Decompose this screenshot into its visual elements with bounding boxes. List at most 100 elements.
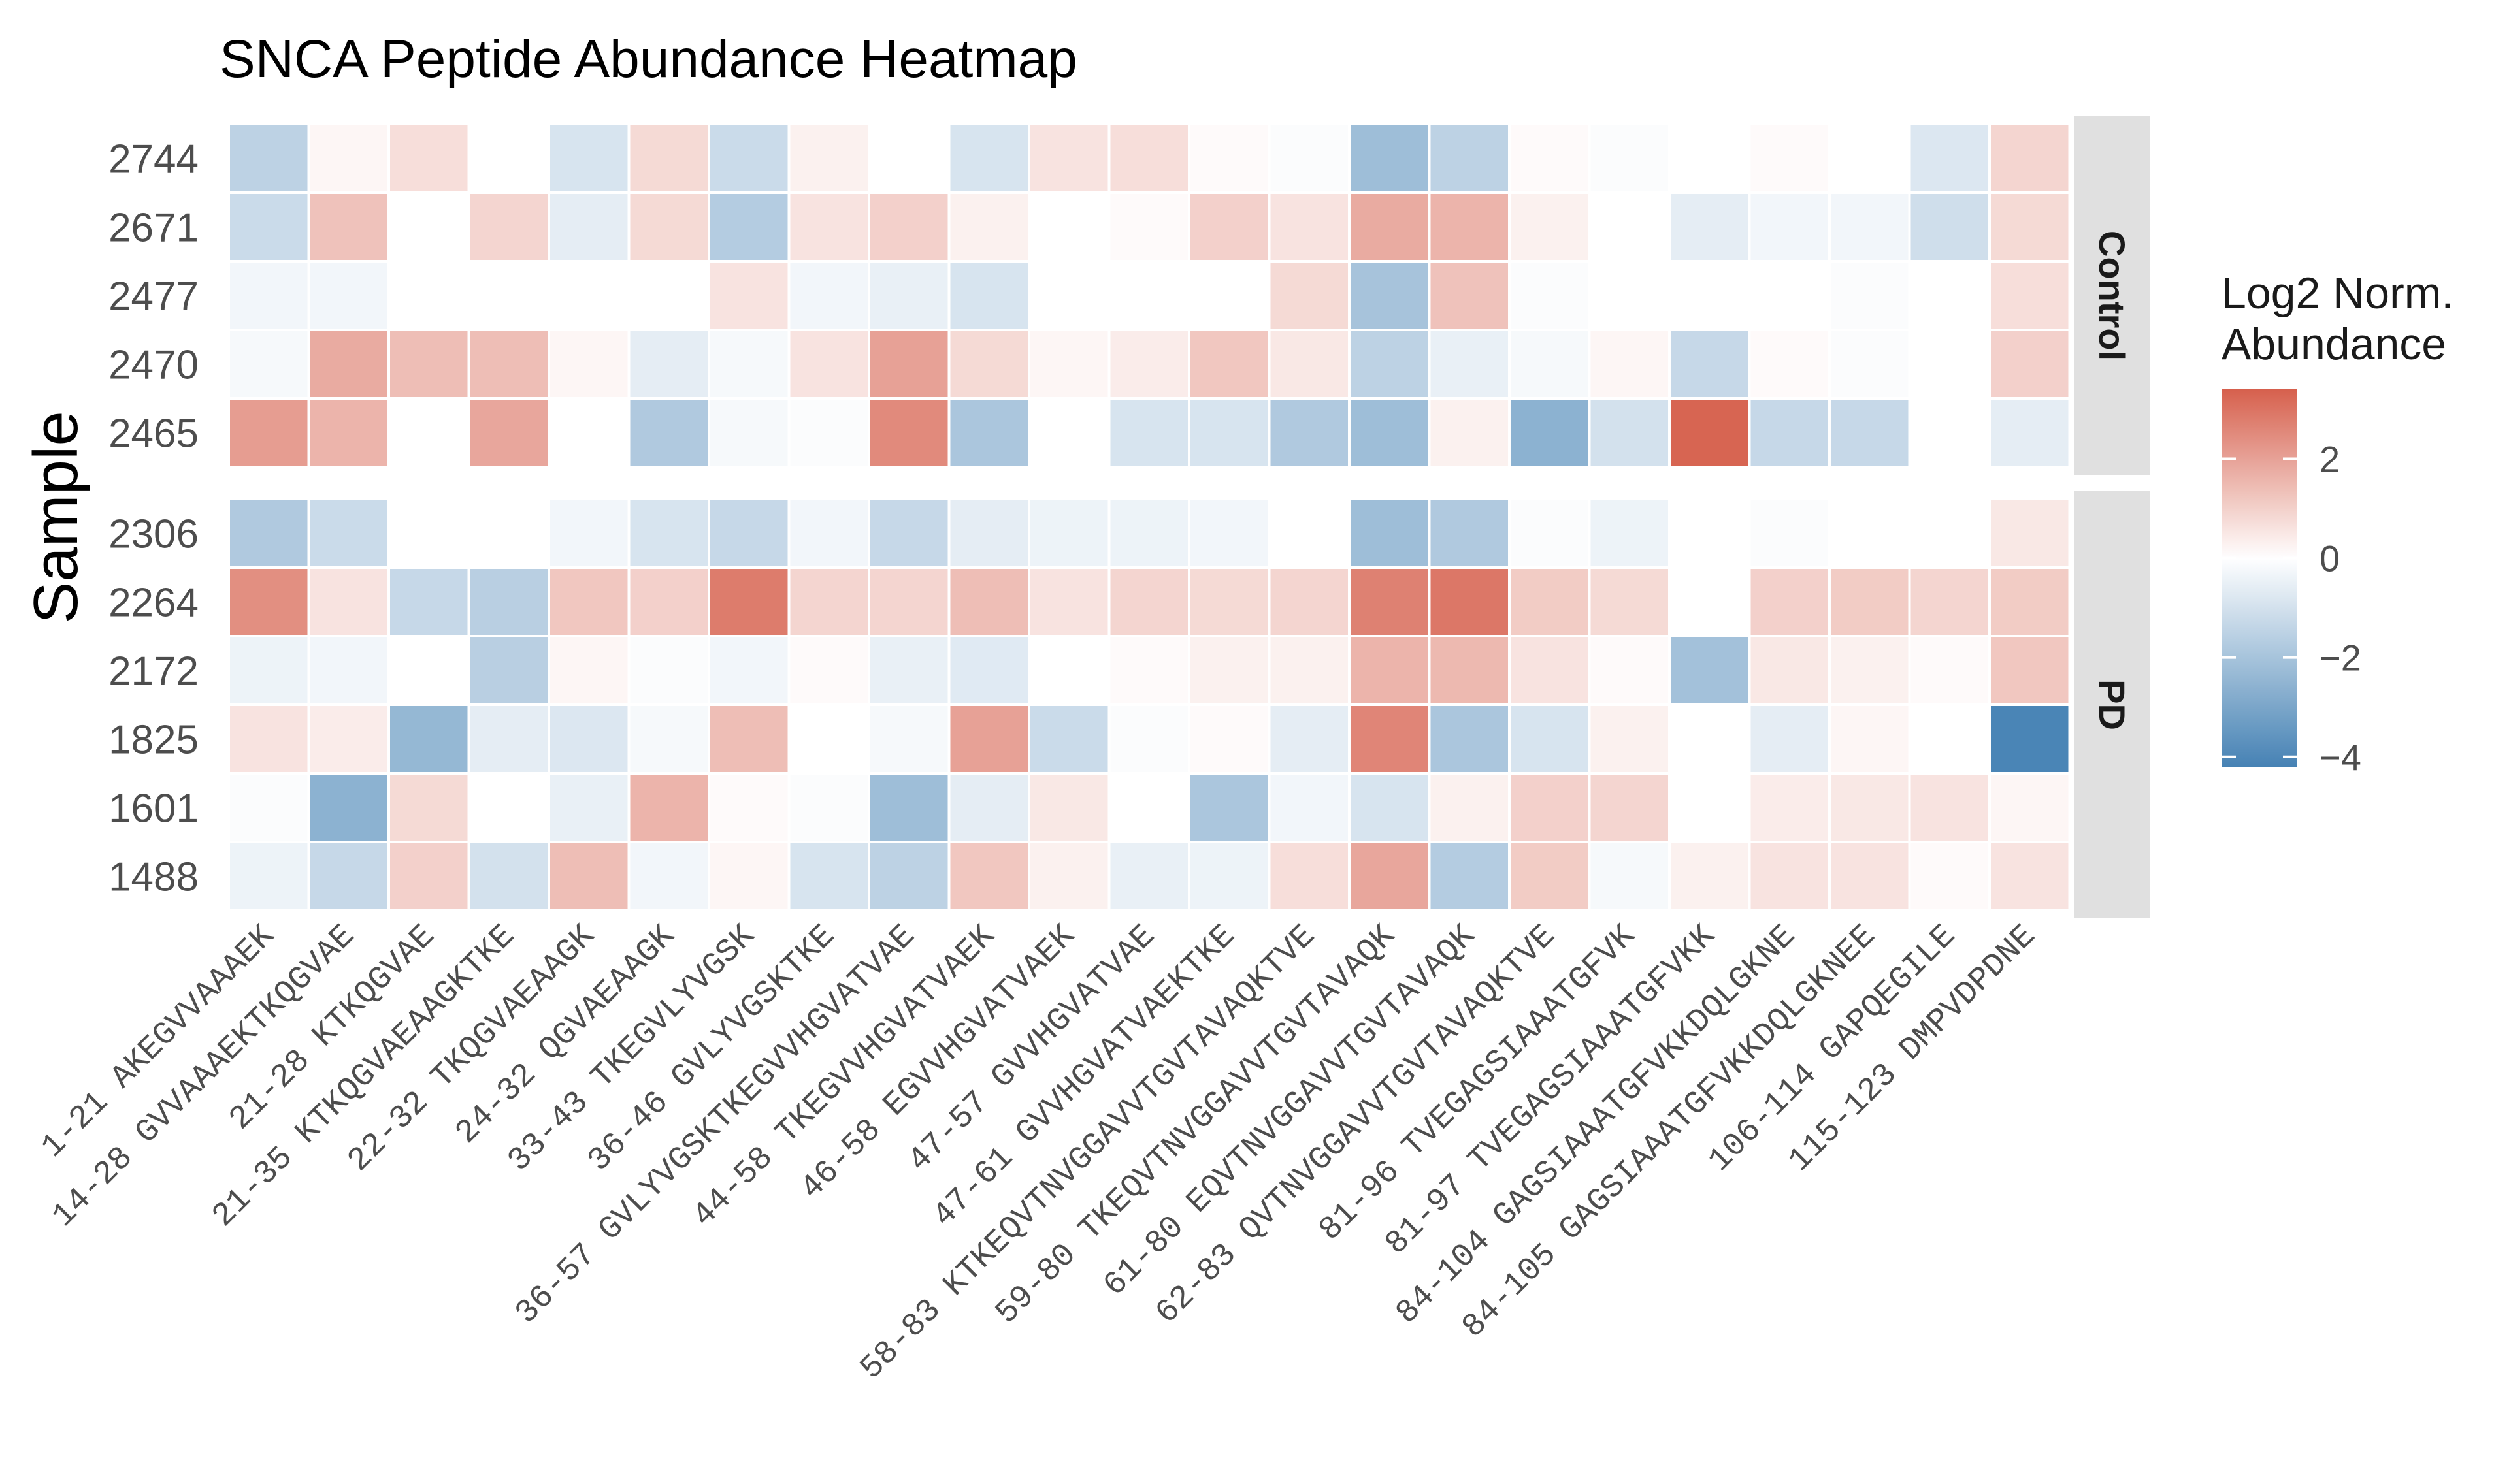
heatmap-cell [1028,772,1111,843]
heatmap-cell [1268,123,1351,194]
heatmap-cell [1828,703,1911,775]
heatmap-cell [868,772,951,843]
heatmap-cell [307,329,390,400]
heatmap-cell [548,397,631,468]
heatmap-cell [1348,703,1431,775]
y-tick-label: 1825 [108,718,199,763]
chart-title: SNCA Peptide Abundance Heatmap [220,29,1077,89]
heatmap-cell [1988,498,2071,569]
legend-tick-label: −4 [2320,737,2361,778]
heatmap-cell [387,498,470,569]
heatmap-cell [1107,397,1190,468]
heatmap-cell [1508,329,1591,400]
heatmap-cell [1988,329,2071,400]
heatmap-cell [1107,498,1190,569]
heatmap-cell [1748,635,1831,706]
heatmap-cell [1428,329,1511,400]
heatmap-cell [1668,772,1751,843]
y-tick-label: 2671 [108,206,199,251]
heatmap-cell [627,703,710,775]
y-axis-label: Sample [21,411,91,624]
heatmap-cell [1188,841,1271,912]
heatmap-cell [1588,329,1671,400]
heatmap-cell [947,566,1030,637]
heatmap-cell [227,260,310,331]
heatmap-cell [868,329,951,400]
heatmap-cell [1428,260,1511,331]
heatmap-cell [787,397,870,468]
heatmap-cell [467,123,550,194]
heatmap-cell [1348,498,1431,569]
panel-pd: 2306 2264 2172 1825 1601 1488 PD [108,491,2150,918]
heatmap-cell [1828,397,1911,468]
heatmap-cell [1188,635,1271,706]
heatmap-cell [868,635,951,706]
heatmap-cell [1188,123,1271,194]
heatmap-cell [1348,191,1431,263]
heatmap-cell [787,772,870,843]
heatmap-cell [467,498,550,569]
heatmap-cell [708,703,791,775]
heatmap-cell [1428,498,1511,569]
heatmap-cell [307,123,390,194]
heatmap-cell [1908,329,1991,400]
heatmap-cell [1348,635,1431,706]
heatmap-cell [1748,772,1831,843]
heatmap-cell [387,703,470,775]
heatmap-cell [227,772,310,843]
heatmap-cell [387,260,470,331]
heatmap-cell [1748,397,1831,468]
heatmap-cell [548,329,631,400]
legend: Log2 Norm. Abundance 2 0 −2 −4 [2222,268,2453,778]
heatmap-cell [947,191,1030,263]
heatmap-cell [787,123,870,194]
heatmap-cell [947,772,1030,843]
heatmap-cell [1268,397,1351,468]
heatmap-cell [1028,260,1111,331]
heatmap-cell [227,566,310,637]
heatmap-cell [947,260,1030,331]
heatmap-cell [1028,191,1111,263]
heatmap-cell [1428,772,1511,843]
heatmap-cell [1268,772,1351,843]
heatmap-cell [708,635,791,706]
heatmap-cell [1268,841,1351,912]
y-tick-label: 1601 [108,786,199,831]
heatmap-cell [1668,260,1751,331]
heatmap-cell [1508,772,1591,843]
heatmap-cell [1908,635,1991,706]
heatmap-cell [1268,635,1351,706]
heatmap-cell [787,635,870,706]
legend-title-line1: Log2 Norm. [2222,268,2453,318]
heatmap-cell [1508,260,1591,331]
heatmap-cell [467,397,550,468]
heatmap-cell [1428,123,1511,194]
heatmap-cell [708,498,791,569]
heatmap-cell [1908,703,1991,775]
heatmap-cell [787,191,870,263]
heatmap-cell [1668,397,1751,468]
heatmap-cell [307,635,390,706]
heatmap-cell [1348,123,1431,194]
heatmap-cell [787,566,870,637]
heatmap-cell [548,191,631,263]
heatmap-cell [708,397,791,468]
heatmap-cell [947,397,1030,468]
y-tick-label: 1488 [108,855,199,900]
heatmap-cell [627,191,710,263]
heatmap-cell [1988,841,2071,912]
heatmap-cell [1588,191,1671,263]
heatmap-cell [627,772,710,843]
heatmap-cell [1348,772,1431,843]
heatmap-cell [787,841,870,912]
heatmap-cell [548,123,631,194]
heatmap-cell [1348,329,1431,400]
heatmap-cell [548,498,631,569]
heatmap-cell [1748,841,1831,912]
heatmap-cell [947,635,1030,706]
heatmap-cell [1188,191,1271,263]
heatmap-cell [787,329,870,400]
heatmap-cell [627,841,710,912]
legend-colorbar [2222,389,2297,767]
